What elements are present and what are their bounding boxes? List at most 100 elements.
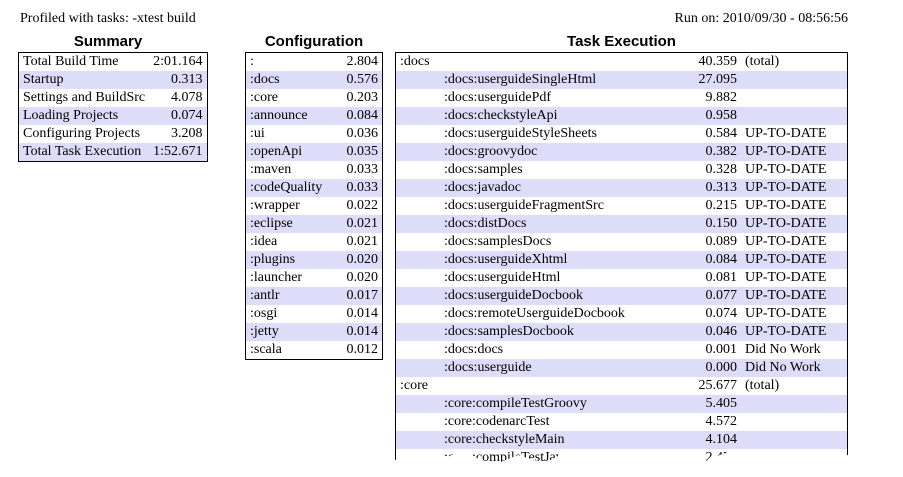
table-row: :docs:javadoc 0.313 UP-TO-DATE bbox=[395, 179, 848, 197]
time-cell: 0.150 bbox=[683, 215, 741, 233]
time-cell: 0.022 bbox=[346, 198, 379, 213]
table-row: :core:compileTestGroovy 5.405 bbox=[395, 395, 848, 413]
task-cell: :docs:userguidePdf bbox=[444, 90, 552, 105]
table-row: :docs:docs 0.001 Did No Work bbox=[396, 341, 848, 359]
project-cell: :launcher bbox=[250, 270, 303, 285]
summary-table: Total Build Time 2:01.164 Startup 0.313 Sett… bbox=[18, 52, 208, 162]
table-row: :openApi 0.035 bbox=[245, 143, 383, 161]
status-cell: UP-TO-DATE bbox=[745, 270, 827, 285]
table-row: :ui 0.036 bbox=[246, 125, 383, 143]
time-cell: 2.472 bbox=[705, 450, 738, 465]
task-cell: :core bbox=[400, 378, 428, 393]
time-cell: 0.033 bbox=[337, 179, 383, 197]
status-cell bbox=[741, 431, 848, 449]
status-cell: UP-TO-DATE bbox=[741, 215, 848, 233]
status-cell bbox=[741, 71, 848, 89]
configuration-table: :2.804:docs 0.576:core 0.203:announce 0.084… bbox=[245, 52, 383, 360]
time-cell: 2:01.164 bbox=[153, 54, 203, 69]
status-cell: UP-TO-DATE bbox=[745, 234, 827, 249]
project-cell: :idea bbox=[250, 234, 278, 249]
time-cell: 25.677 bbox=[698, 378, 738, 393]
table-row: Startup 0.313 bbox=[18, 71, 208, 89]
task-cell: :docs:remoteUserguideDocbook bbox=[444, 306, 625, 321]
task-execution-table: :docs 40.359 (total) :docs:userguideSingleH… bbox=[395, 52, 848, 467]
project-cell: : bbox=[250, 54, 254, 69]
project-cell: :openApi bbox=[245, 143, 338, 161]
time-cell: 0.584 bbox=[705, 126, 738, 141]
table-row: :docs:samplesDocs 0.089 UP-TO-DATE bbox=[396, 233, 848, 251]
run-on: Run on: 2010/09/30 - 08:56:56 bbox=[674, 11, 848, 26]
time-cell: 0.328 bbox=[705, 162, 738, 177]
table-row: :docs:userguideStyleSheets 0.584 UP-TO-DAT… bbox=[396, 125, 848, 143]
status-cell: UP-TO-DATE bbox=[741, 143, 848, 161]
time-cell: 0.958 bbox=[683, 107, 741, 125]
table-row: :docs:samples 0.328 UP-TO-DATE bbox=[396, 161, 848, 179]
time-cell: 0.046 bbox=[683, 323, 741, 341]
time-cell: 0.036 bbox=[346, 126, 379, 141]
status-cell: Did No Work bbox=[745, 342, 821, 357]
status-cell: UP-TO-DATE bbox=[741, 179, 848, 197]
time-cell: 3.208 bbox=[171, 126, 203, 141]
time-cell: 0.576 bbox=[337, 71, 383, 89]
time-cell: 4.572 bbox=[705, 414, 738, 429]
table-row: :docs:userguideDocbook 0.077 UP-TO-DATE bbox=[395, 287, 848, 305]
task-cell: :docs bbox=[400, 54, 430, 69]
time-cell: 27.095 bbox=[683, 71, 741, 89]
label-cell: Total Task Execution bbox=[18, 143, 150, 162]
project-cell: :jetty bbox=[245, 323, 338, 341]
time-cell: 40.359 bbox=[698, 54, 738, 69]
project-cell: :eclipse bbox=[245, 215, 338, 233]
time-cell: 0.033 bbox=[346, 162, 379, 177]
time-cell: 0.089 bbox=[705, 234, 738, 249]
status-cell: UP-TO-DATE bbox=[741, 251, 848, 269]
table-row: :docs:userguide 0.000 Did No Work bbox=[395, 359, 848, 377]
table-row: Settings and BuildSrc 4.078 bbox=[19, 89, 208, 107]
table-row: :eclipse 0.021 bbox=[245, 215, 383, 233]
time-cell: 0.081 bbox=[705, 270, 738, 285]
time-cell: 0.020 bbox=[346, 270, 379, 285]
time-cell: 0.084 bbox=[337, 107, 383, 125]
project-cell: :codeQuality bbox=[245, 179, 338, 197]
task-cell: :docs:groovydoc bbox=[395, 143, 684, 161]
status-cell: (total) bbox=[745, 54, 780, 69]
table-row: :docs:samplesDocbook 0.046 UP-TO-DATE bbox=[395, 323, 848, 341]
time-cell: 0.021 bbox=[337, 215, 383, 233]
time-cell: 4.104 bbox=[683, 431, 741, 449]
task-cell: :docs:checkstyleApi bbox=[395, 107, 684, 125]
task-cell: :docs:userguideStyleSheets bbox=[444, 126, 597, 141]
label-cell: Total Build Time bbox=[23, 54, 119, 69]
table-row: :docs:remoteUserguideDocbook 0.074 UP-TO-D… bbox=[396, 305, 848, 323]
task-cell: :docs:samples bbox=[444, 162, 523, 177]
task-cell: :docs:samplesDocs bbox=[444, 234, 552, 249]
task-execution-title: Task Execution bbox=[567, 33, 676, 50]
task-cell: :docs:userguideHtml bbox=[444, 270, 561, 285]
time-cell: 0.084 bbox=[683, 251, 741, 269]
table-row: :codeQuality 0.033 bbox=[245, 179, 383, 197]
label-cell: Startup bbox=[18, 71, 150, 89]
profiled-tasks: Profiled with tasks: -xtest build bbox=[20, 11, 196, 26]
table-row: :docs 0.576 bbox=[245, 71, 383, 89]
time-cell: 0.203 bbox=[346, 90, 379, 105]
table-row: : 2.804 bbox=[246, 53, 383, 72]
table-row: :announce 0.084 bbox=[245, 107, 383, 125]
time-cell: 0.020 bbox=[337, 251, 383, 269]
status-cell: (total) bbox=[745, 378, 780, 393]
project-cell: :antlr bbox=[245, 287, 338, 305]
task-cell: :docs:userguideFragmentSrc bbox=[444, 198, 604, 213]
task-cell: :docs:javadoc bbox=[395, 179, 684, 197]
task-cell: :core:codenarcTest bbox=[444, 414, 550, 429]
task-cell: :docs:userguideSingleHtml bbox=[395, 71, 684, 89]
label-cell: Settings and BuildSrc bbox=[23, 90, 146, 105]
table-row: :antlr 0.017 bbox=[245, 287, 383, 305]
project-cell: :maven bbox=[250, 162, 292, 177]
table-row: :osgi 0.014 bbox=[246, 305, 383, 323]
table-row: :idea 0.021 bbox=[246, 233, 383, 251]
table-row: :maven 0.033 bbox=[246, 161, 383, 179]
table-row: :core:codenarcTest 4.572 bbox=[396, 413, 848, 431]
table-row: :plugins 0.020 bbox=[245, 251, 383, 269]
task-cell: :docs:userguideDocbook bbox=[395, 287, 684, 305]
status-cell: UP-TO-DATE bbox=[741, 323, 848, 341]
status-cell: UP-TO-DATE bbox=[745, 162, 827, 177]
time-cell: 0.014 bbox=[346, 306, 379, 321]
